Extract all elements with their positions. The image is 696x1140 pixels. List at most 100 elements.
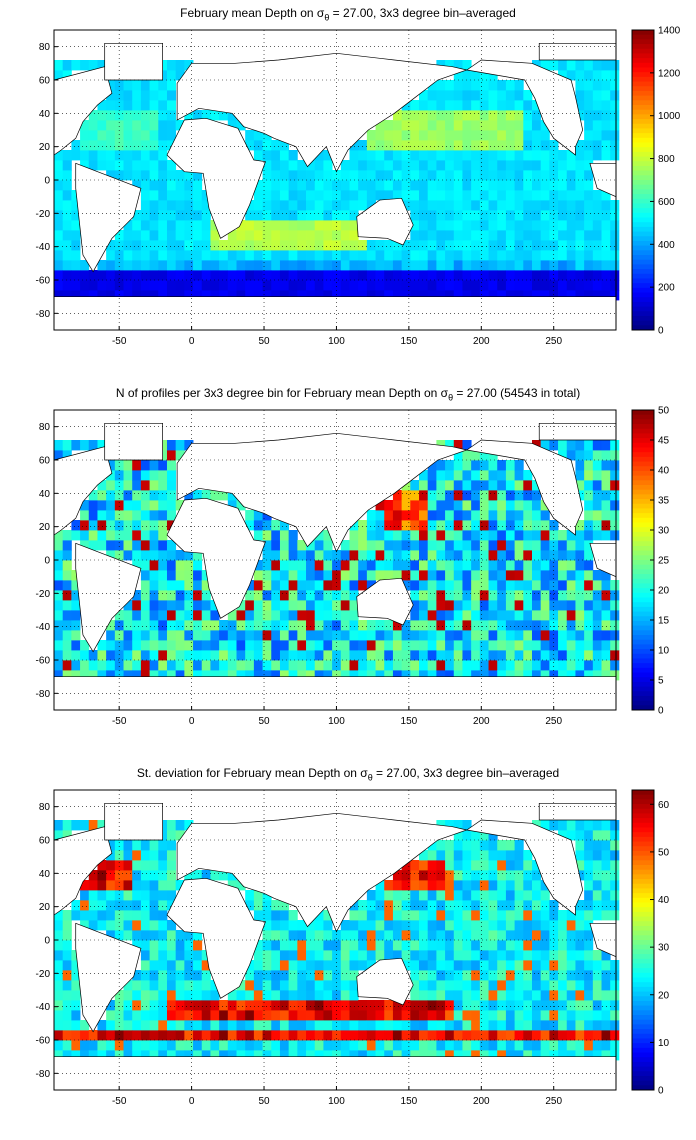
heatmap-cell xyxy=(462,250,472,261)
heatmap-cell xyxy=(349,640,359,651)
colorbar-swatch xyxy=(632,958,654,964)
heatmap-cell xyxy=(427,850,437,861)
heatmap-cell xyxy=(523,530,533,541)
heatmap-cell xyxy=(558,630,568,641)
heatmap-cell xyxy=(262,200,272,211)
heatmap-cell xyxy=(419,240,429,251)
heatmap-cell xyxy=(71,240,81,251)
heatmap-cell xyxy=(575,990,585,1001)
heatmap-cell xyxy=(253,620,263,631)
heatmap-cell xyxy=(306,670,316,681)
heatmap-cell xyxy=(340,1030,350,1041)
heatmap-cell xyxy=(54,180,64,191)
heatmap-cell xyxy=(610,290,620,301)
heatmap-cell xyxy=(323,950,333,961)
heatmap-cell xyxy=(123,650,133,661)
heatmap-cell xyxy=(114,110,124,121)
heatmap-cell xyxy=(219,260,229,271)
heatmap-cell xyxy=(340,580,350,591)
heatmap-cell xyxy=(523,910,533,921)
colorbar-swatch xyxy=(632,583,654,589)
heatmap-cell xyxy=(540,650,550,661)
coastline xyxy=(465,439,584,536)
heatmap-cell xyxy=(279,260,290,271)
heatmap-cell xyxy=(384,510,394,521)
heatmap-cell xyxy=(71,590,81,601)
heatmap-cell xyxy=(132,630,142,641)
heatmap-cell xyxy=(306,290,316,301)
heatmap-cell xyxy=(497,930,507,941)
heatmap-cell xyxy=(323,580,333,591)
heatmap-cell xyxy=(140,950,150,961)
heatmap-cell xyxy=(514,140,524,151)
heatmap-cell xyxy=(262,220,272,231)
heatmap-cell xyxy=(505,560,516,571)
heatmap-cell xyxy=(62,270,72,281)
heatmap-cell xyxy=(97,60,107,71)
heatmap-cell xyxy=(54,620,64,631)
heatmap-cell xyxy=(392,170,403,181)
heatmap-cell xyxy=(488,960,498,971)
heatmap-cell xyxy=(462,670,472,681)
heatmap-cell xyxy=(62,990,72,1001)
heatmap-cell xyxy=(123,270,133,281)
heatmap-cell xyxy=(158,550,168,561)
heatmap-cell xyxy=(462,1040,472,1051)
heatmap-cell xyxy=(193,260,203,271)
colorbar-swatch xyxy=(632,461,654,467)
heatmap-cell xyxy=(497,670,507,681)
heatmap-cell xyxy=(427,130,437,141)
heatmap-cell xyxy=(462,210,472,221)
heatmap-cell xyxy=(401,1030,411,1041)
heatmap-cell xyxy=(253,1020,263,1031)
heatmap-cell xyxy=(445,620,455,631)
heatmap-cell xyxy=(436,1020,446,1031)
heatmap-cell xyxy=(149,980,159,991)
heatmap-cell xyxy=(540,210,550,221)
heatmap-cell xyxy=(497,180,507,191)
heatmap-cell xyxy=(436,180,446,191)
heatmap-cell xyxy=(323,540,333,551)
heatmap-cell xyxy=(479,860,489,871)
heatmap-cell xyxy=(288,190,298,201)
colorbar-swatch xyxy=(632,208,654,214)
heatmap-cell xyxy=(410,620,420,631)
heatmap-cell xyxy=(592,650,602,661)
heatmap-cell xyxy=(306,1020,316,1031)
heatmap-cell xyxy=(97,510,107,521)
heatmap-cell xyxy=(262,660,272,671)
heatmap-cell xyxy=(149,100,159,111)
heatmap-cell xyxy=(71,190,81,201)
heatmap-cell xyxy=(62,580,72,591)
heatmap-cell xyxy=(314,530,324,541)
heatmap-cell xyxy=(158,250,168,261)
heatmap-cell xyxy=(610,970,620,981)
colorbar-swatch xyxy=(632,133,654,139)
heatmap-cell xyxy=(514,490,524,501)
heatmap-cell xyxy=(419,910,429,921)
heatmap-cell xyxy=(566,610,576,621)
heatmap-cell xyxy=(340,970,350,981)
heatmap-cell xyxy=(540,200,550,211)
heatmap-cell xyxy=(392,490,403,501)
heatmap-cell xyxy=(375,500,385,511)
heatmap-cell xyxy=(262,1050,272,1061)
colorbar-swatch xyxy=(632,1052,654,1058)
heatmap-cell xyxy=(471,490,481,501)
heatmap-cell xyxy=(584,170,594,181)
heatmap-cell xyxy=(349,140,359,151)
heatmap-cell xyxy=(80,1030,90,1041)
heatmap-cell xyxy=(488,250,498,261)
heatmap-cell xyxy=(54,290,64,301)
heatmap-cell xyxy=(201,1050,211,1061)
heatmap-cell xyxy=(193,940,203,951)
heatmap-cell xyxy=(592,610,602,621)
heatmap-cell xyxy=(271,660,281,671)
heatmap-cell xyxy=(427,460,437,471)
heatmap-cell xyxy=(505,570,516,581)
colorbar-swatch xyxy=(632,855,654,861)
heatmap-cell xyxy=(245,130,255,141)
heatmap-cell xyxy=(306,280,316,291)
heatmap-cell xyxy=(471,220,481,231)
heatmap-cell xyxy=(566,650,576,661)
